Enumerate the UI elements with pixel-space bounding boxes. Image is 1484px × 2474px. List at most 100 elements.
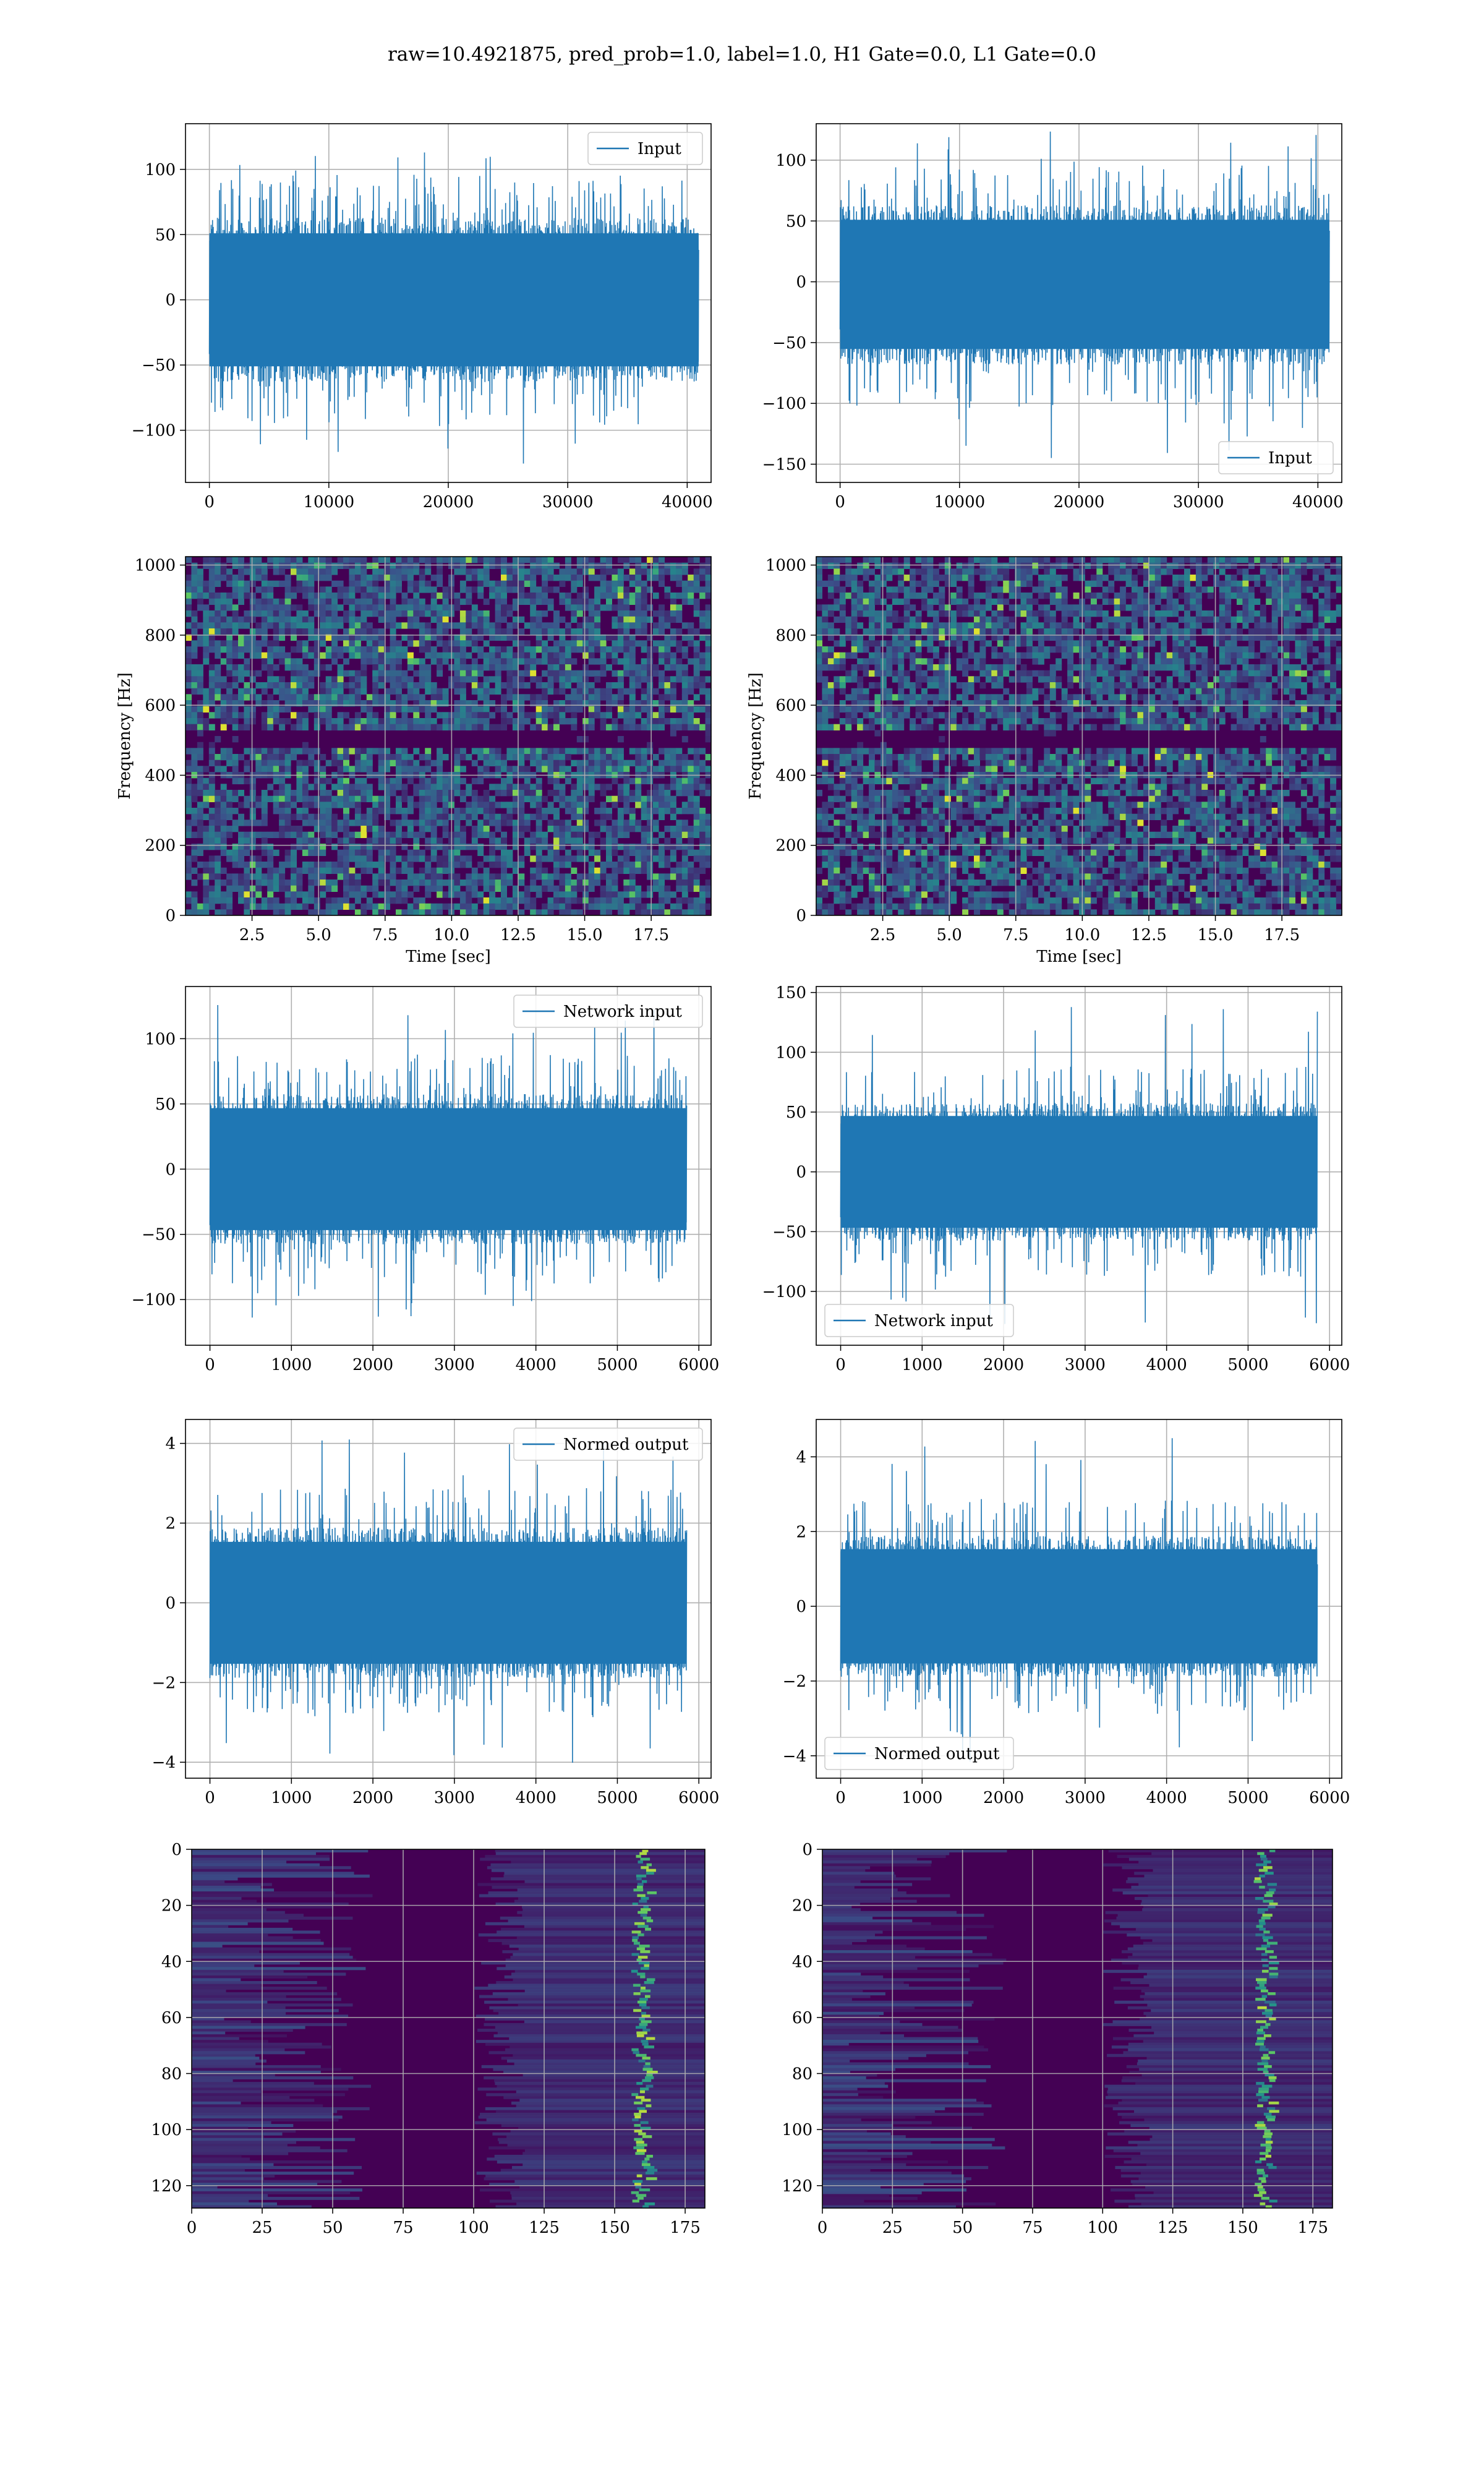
heatmap-cell	[220, 867, 227, 874]
heatmap-cell	[576, 820, 583, 826]
heatmap-cell	[652, 766, 659, 773]
heatmap-cell	[413, 712, 420, 719]
heatmap-cell	[506, 903, 513, 910]
heatmap-cell	[857, 706, 864, 713]
heatmap-cell	[932, 795, 939, 802]
heatmap-cell	[378, 568, 385, 575]
heatmap-cell	[845, 694, 852, 701]
heatmap-cell	[471, 712, 478, 719]
heatmap-cell	[670, 844, 676, 850]
heatmap-cell	[349, 652, 356, 659]
heatmap-cell	[437, 790, 443, 797]
heatmap-cell	[647, 575, 654, 581]
heatmap-cell	[635, 820, 642, 826]
heatmap-cell	[612, 580, 618, 587]
heatmap-cell	[331, 795, 338, 802]
heatmap-cell	[559, 670, 566, 677]
heatmap-cell	[886, 855, 893, 862]
heatmap-cell	[939, 754, 945, 761]
heatmap-cell	[349, 604, 356, 611]
heatmap-cell	[313, 862, 320, 868]
heatmap-cell	[693, 867, 700, 874]
heatmap-cell	[845, 562, 852, 569]
heatmap-cell	[903, 808, 910, 815]
heatmap-cell	[349, 784, 356, 790]
heatmap-cell	[629, 575, 636, 581]
heatmap-cell	[325, 795, 332, 802]
heatmap-cell	[325, 634, 332, 641]
heatmap-cell	[337, 688, 344, 695]
heatmap-cell	[629, 777, 636, 784]
heatmap-cell	[594, 562, 601, 569]
heatmap-cell	[950, 754, 957, 761]
heatmap-cell	[588, 575, 595, 581]
heatmap-cell	[430, 885, 437, 892]
heatmap-cell	[932, 580, 939, 587]
heatmap-cell	[822, 724, 829, 730]
heatmap-cell	[612, 760, 618, 766]
heatmap-cell	[834, 885, 840, 892]
heatmap-cell	[186, 604, 192, 611]
heatmap-cell	[635, 891, 642, 898]
heatmap-cell	[903, 586, 910, 593]
heatmap-cell	[495, 598, 501, 605]
heatmap-cell	[834, 880, 840, 886]
heatmap-cell	[816, 557, 822, 563]
heatmap-cell	[261, 622, 268, 629]
heatmap-cell	[401, 891, 408, 898]
heatmap-cell	[542, 712, 548, 719]
heatmap-cell	[880, 580, 887, 587]
heatmap-cell	[553, 706, 560, 713]
heatmap-cell	[874, 855, 881, 862]
heatmap-cell	[360, 813, 367, 820]
heatmap-cell	[249, 616, 256, 623]
heatmap-cell	[910, 658, 916, 665]
heatmap-cell	[588, 652, 595, 659]
heatmap-cell	[454, 891, 461, 898]
heatmap-cell	[419, 658, 425, 665]
y-tick-label: 600	[145, 696, 176, 715]
heatmap-cell	[886, 694, 893, 701]
heatmap-cell	[822, 880, 829, 886]
heatmap-cell	[898, 640, 905, 647]
heatmap-cell	[425, 885, 432, 892]
heatmap-cell	[956, 604, 963, 611]
heatmap-cell	[325, 712, 332, 719]
heatmap-cell	[413, 820, 420, 826]
heatmap-cell	[454, 640, 461, 647]
heatmap-cell	[530, 676, 537, 683]
heatmap-cell	[839, 903, 846, 910]
heatmap-cell	[542, 580, 548, 587]
heatmap-cell	[296, 682, 303, 689]
heatmap-cell	[220, 700, 227, 707]
heatmap-cell	[886, 766, 893, 773]
heatmap-cell	[343, 897, 349, 904]
heatmap-cell	[681, 700, 688, 707]
heatmap-cell	[652, 575, 659, 581]
heatmap-cell	[279, 880, 286, 886]
heatmap-cell	[565, 646, 571, 653]
heatmap-cell	[910, 748, 916, 755]
heatmap-cell	[425, 748, 432, 755]
heatmap-cell	[927, 909, 934, 916]
heatmap-cell	[308, 652, 315, 659]
heatmap-cell	[320, 754, 326, 761]
heatmap-cell	[688, 586, 694, 593]
heatmap-cell	[845, 754, 852, 761]
heatmap-cell	[501, 867, 507, 874]
heatmap-cell	[518, 682, 525, 689]
heatmap-cell	[191, 664, 198, 671]
heatmap-cell	[401, 760, 408, 766]
heatmap-cell	[459, 862, 466, 868]
heatmap-cell	[699, 634, 706, 641]
heatmap-cell	[337, 849, 344, 856]
heatmap-cell	[313, 640, 320, 647]
heatmap-cell	[366, 760, 373, 766]
heatmap-cell	[255, 748, 262, 755]
heatmap-cell	[641, 688, 647, 695]
heatmap-cell	[932, 748, 939, 755]
heatmap-cell	[249, 640, 256, 647]
heatmap-cell	[834, 790, 840, 797]
heatmap-cell	[869, 802, 875, 808]
heatmap-cell	[325, 628, 332, 635]
